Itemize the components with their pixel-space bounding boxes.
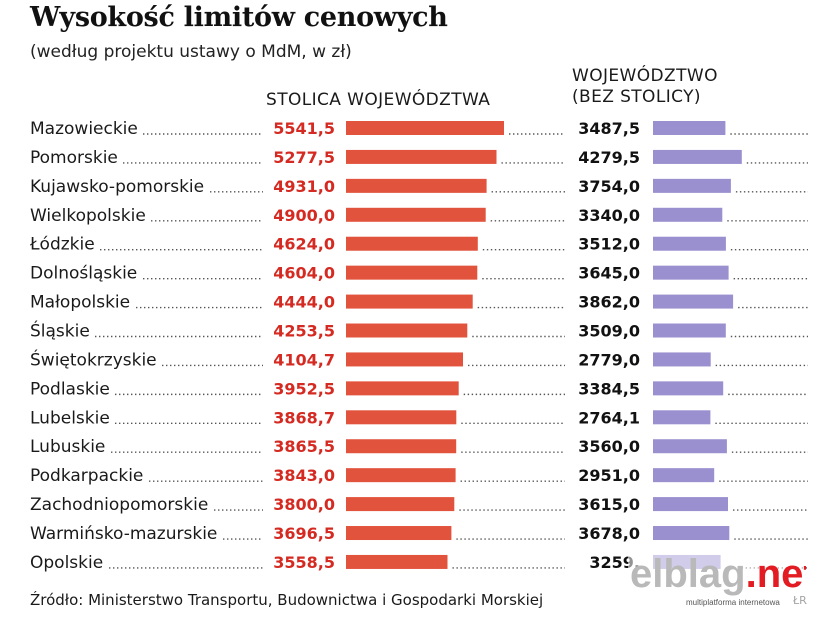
capital-bar bbox=[346, 149, 497, 164]
region-value-label: 3512,0 bbox=[578, 235, 640, 254]
category-label: Śląskie bbox=[30, 320, 90, 342]
region-value-label: 3678,0 bbox=[578, 524, 640, 543]
region-bar bbox=[653, 439, 727, 454]
capital-value-label: 3558,5 bbox=[273, 553, 335, 572]
region-bar bbox=[653, 265, 729, 280]
capital-value-label: 5277,5 bbox=[273, 148, 335, 167]
capital-value-label: 4931,0 bbox=[273, 177, 335, 196]
region-bar bbox=[653, 381, 724, 396]
category-label: Mazowieckie bbox=[30, 119, 138, 139]
capital-value-label: 4624,0 bbox=[273, 235, 335, 254]
region-bar bbox=[653, 121, 726, 135]
capital-value-label: 4253,5 bbox=[273, 322, 335, 341]
capital-bar bbox=[346, 294, 473, 309]
region-value-label: 4279,5 bbox=[578, 148, 640, 167]
region-bar bbox=[653, 554, 721, 569]
region-bar bbox=[653, 497, 728, 512]
column-header-region-line2: (BEZ STOLICY) bbox=[572, 87, 701, 107]
capital-bar bbox=[346, 323, 468, 338]
capital-value-label: 3696,5 bbox=[273, 524, 335, 543]
category-label: Łódzkie bbox=[29, 235, 95, 255]
region-bar bbox=[653, 468, 715, 483]
capital-bar bbox=[346, 207, 486, 222]
category-label: Wielkopolskie bbox=[30, 206, 146, 226]
region-bar bbox=[653, 207, 723, 222]
capital-bar bbox=[346, 381, 459, 396]
capital-bar bbox=[346, 554, 448, 569]
capital-bar bbox=[346, 410, 457, 425]
region-bar bbox=[653, 352, 711, 367]
capital-bar bbox=[346, 121, 504, 135]
capital-value-label: 3800,0 bbox=[273, 495, 335, 514]
region-value-label: 2951,0 bbox=[578, 466, 640, 485]
capital-bar bbox=[346, 178, 487, 193]
capital-bar bbox=[346, 352, 463, 367]
category-label: Dolnośląskie bbox=[30, 264, 137, 284]
capital-value-label: 3843,0 bbox=[273, 466, 335, 485]
capital-value-label: 4900,0 bbox=[273, 206, 335, 225]
region-value-label: 3615,0 bbox=[578, 495, 640, 514]
capital-value-label: 3865,5 bbox=[273, 437, 335, 456]
region-value-label: 3560,0 bbox=[578, 437, 640, 456]
region-bar bbox=[653, 178, 731, 193]
chart-title: Wysokość limitów cenowych bbox=[30, 2, 448, 33]
category-label: Pomorskie bbox=[30, 148, 118, 168]
region-bar bbox=[653, 323, 726, 338]
region-value-label: 3645,0 bbox=[578, 264, 640, 283]
column-header-region-line1: WOJEWÓDZTWO bbox=[572, 66, 718, 86]
category-label: Świętokrzyskie bbox=[30, 348, 157, 370]
region-value-label: 3384,5 bbox=[578, 379, 640, 398]
region-bar bbox=[653, 410, 711, 425]
region-value-label: 3862,0 bbox=[578, 293, 640, 312]
chart-subtitle: (według projektu ustawy o MdM, w zł) bbox=[30, 42, 352, 62]
capital-value-label: 4104,7 bbox=[273, 350, 335, 369]
capital-bar bbox=[346, 468, 456, 483]
capital-value-label: 5541,5 bbox=[273, 119, 335, 138]
column-header-region: WOJEWÓDZTWO (BEZ STOLICY) bbox=[572, 66, 718, 108]
region-bar bbox=[653, 526, 730, 541]
region-value-label: 3754,0 bbox=[578, 177, 640, 196]
region-value-label: 2764,1 bbox=[578, 408, 640, 427]
capital-bar bbox=[346, 265, 478, 280]
region-value-label: 3340,0 bbox=[578, 206, 640, 225]
capital-bar bbox=[346, 236, 478, 251]
category-label: Warmińsko-mazurskie bbox=[30, 524, 217, 544]
category-label: Opolskie bbox=[30, 553, 103, 573]
author-initials: ŁR bbox=[793, 594, 807, 607]
category-label: Podlaskie bbox=[30, 379, 110, 399]
category-label: Małopolskie bbox=[30, 293, 130, 313]
capital-bar bbox=[346, 526, 452, 541]
capital-value-label: 3868,7 bbox=[273, 408, 335, 427]
category-label: Lubuskie bbox=[30, 437, 105, 457]
region-bar bbox=[653, 294, 734, 309]
category-label: Zachodniopomorskie bbox=[30, 495, 208, 515]
capital-bar bbox=[346, 497, 455, 512]
region-value-label: 2779,0 bbox=[578, 350, 640, 369]
category-label: Podkarpackie bbox=[30, 466, 143, 486]
region-value-label: 3509,0 bbox=[578, 322, 640, 341]
category-label: Kujawsko-pomorskie bbox=[30, 177, 204, 197]
capital-bar bbox=[346, 439, 457, 454]
capital-value-label: 4444,0 bbox=[273, 293, 335, 312]
source-note: Źródło: Ministerstwo Transportu, Budowni… bbox=[30, 591, 544, 609]
capital-value-label: 4604,0 bbox=[273, 264, 335, 283]
capital-value-label: 3952,5 bbox=[273, 379, 335, 398]
region-bar bbox=[653, 236, 726, 251]
region-value-label: 3259, bbox=[589, 553, 640, 572]
region-bar bbox=[653, 149, 742, 164]
category-label: Lubelskie bbox=[30, 408, 110, 428]
region-value-label: 3487,5 bbox=[578, 119, 640, 138]
column-header-capital: STOLICA WOJEWÓDZTWA bbox=[266, 90, 491, 110]
